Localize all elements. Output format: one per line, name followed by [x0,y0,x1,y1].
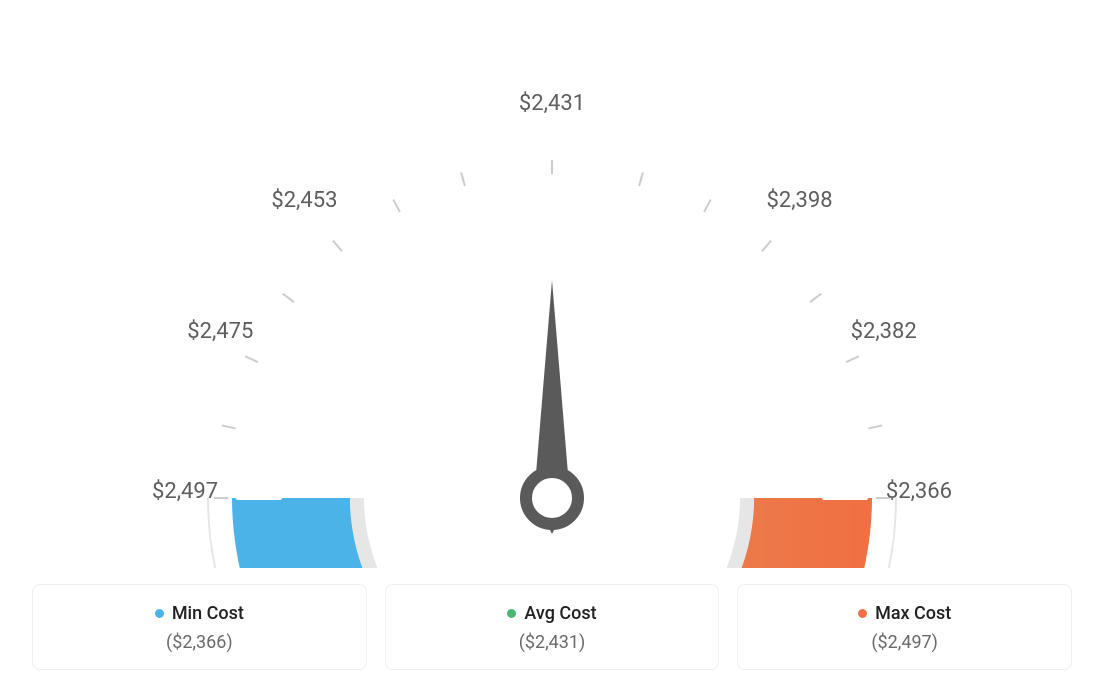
legend-title-min: Min Cost [155,603,244,624]
dot-max [858,609,867,618]
scale-label: $2,398 [767,188,833,213]
legend-label-min: Min Cost [172,603,244,624]
legend-title-avg: Avg Cost [507,603,596,624]
gauge-chart: $2,366 $2,382 $2,398 $2,431 $2,453 $2,475 $2,4… [32,8,1072,568]
legend-card-min: Min Cost ($2,366) [32,584,367,670]
legend-value-min: ($2,366) [43,632,356,653]
scale-label: $2,497 [152,479,218,504]
scale-label: $2,453 [271,188,337,213]
legend-value-max: ($2,497) [748,632,1061,653]
dot-avg [507,609,516,618]
legend-label-avg: Avg Cost [524,603,596,624]
scale-label: $2,382 [851,319,917,344]
scale-label: $2,475 [187,319,253,344]
scale-label: $2,366 [886,479,952,504]
scale-label: $2,431 [519,91,585,116]
dot-min [155,609,164,618]
gauge-svg: $2,366 $2,382 $2,398 $2,431 $2,453 $2,475 $2,4… [32,8,1072,568]
legend-card-max: Max Cost ($2,497) [737,584,1072,670]
legend-title-max: Max Cost [858,603,951,624]
legend-row: Min Cost ($2,366) Avg Cost ($2,431) Max … [32,584,1072,670]
chart-container: $2,366 $2,382 $2,398 $2,431 $2,453 $2,475 $2,4… [0,0,1104,690]
legend-label-max: Max Cost [875,603,951,624]
legend-value-avg: ($2,431) [396,632,709,653]
legend-card-avg: Avg Cost ($2,431) [385,584,720,670]
